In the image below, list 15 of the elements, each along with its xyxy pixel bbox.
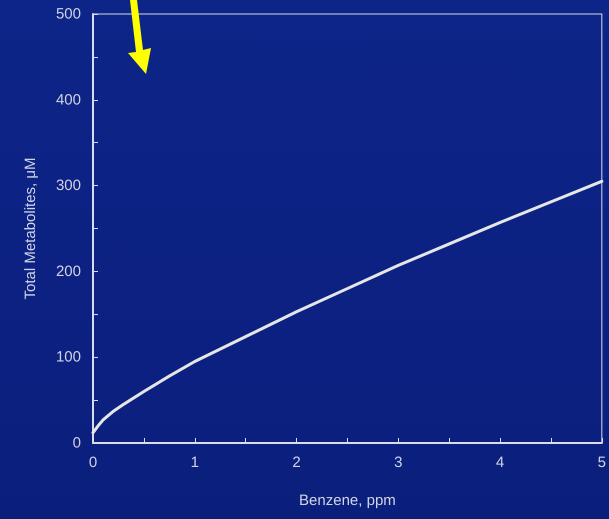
x-tick-label: 0: [88, 454, 98, 471]
y-tick-label: 300: [56, 177, 81, 194]
y-tick-label: 0: [72, 434, 81, 452]
x-tick-label: 4: [496, 454, 504, 471]
x-axis-title: Benzene, ppm: [299, 492, 396, 509]
y-tick-label: 100: [56, 348, 81, 366]
x-tick-label: 2: [292, 454, 301, 471]
y-axis-title: Total Metabolites, μM: [22, 157, 39, 300]
y-tick-label: 200: [56, 262, 81, 280]
y-tick-label: 500: [56, 6, 81, 22]
line-series: [92, 180, 604, 434]
x-tick-label: 5: [598, 454, 606, 471]
x-tick-label: 1: [190, 454, 199, 471]
x-tick-label: 3: [394, 454, 402, 471]
y-tick-label: 400: [56, 91, 81, 108]
